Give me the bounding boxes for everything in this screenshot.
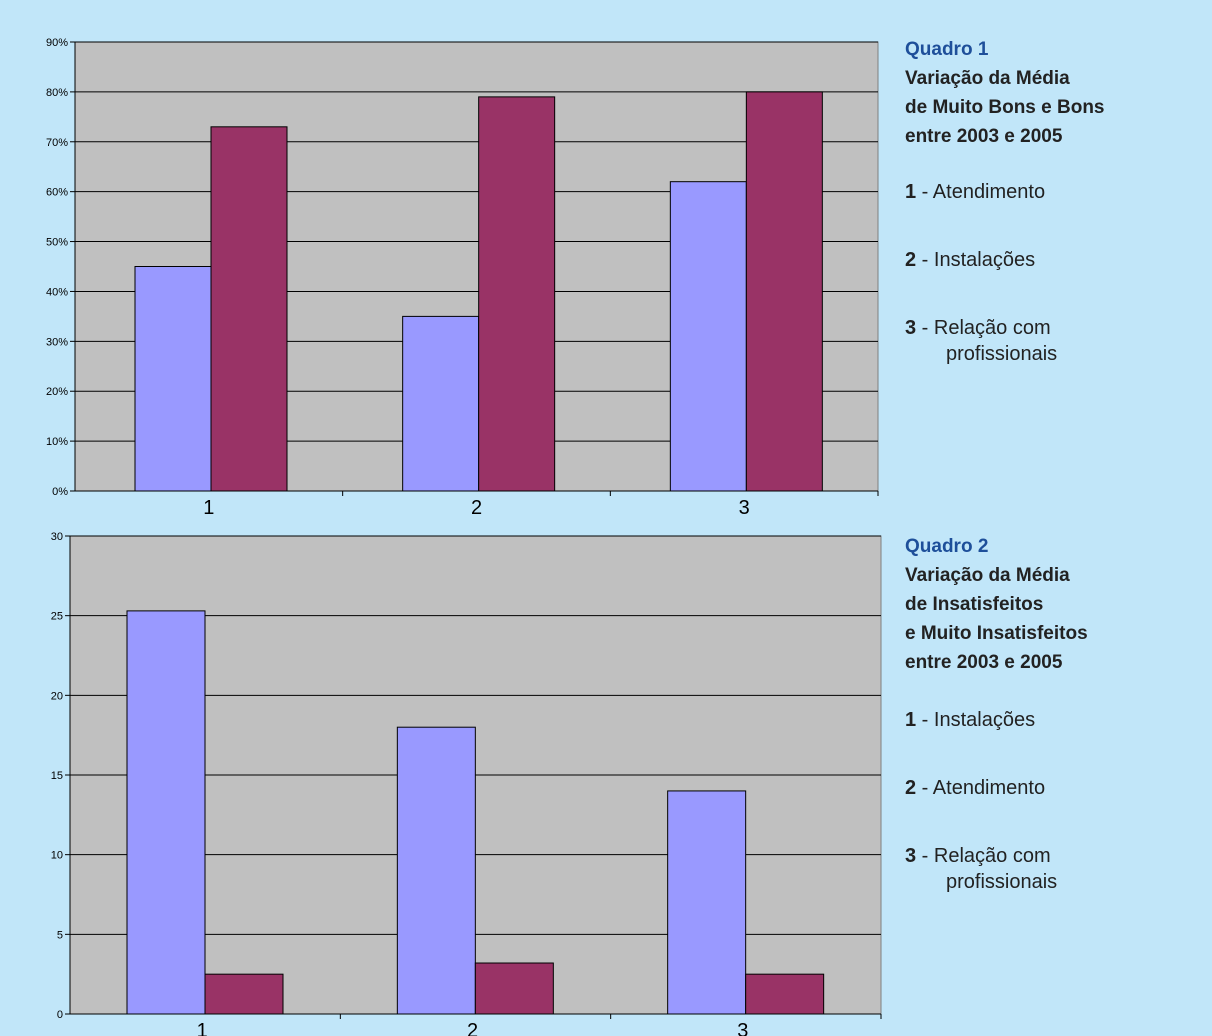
y-tick-label: 25	[51, 611, 63, 623]
y-tick-label: 70%	[46, 137, 68, 149]
legend-text: - Instalações	[916, 249, 1036, 271]
bar	[474, 962, 554, 1015]
chart-2: 0 5 10 15 20 25 30 1 2 3	[51, 531, 882, 1036]
caption-line: entre 2003 e 2005	[905, 652, 1063, 673]
x-tick-label: 1	[197, 1020, 208, 1036]
legend-text-cont: profissionais	[946, 343, 1058, 365]
caption-line: entre 2003 e 2005	[905, 126, 1063, 147]
legend-number: 3	[905, 845, 917, 867]
y-tick-label: 20%	[46, 386, 68, 398]
legend-text-cont: profissionais	[946, 871, 1058, 893]
y-tick-label: 0	[57, 1009, 63, 1021]
y-tick-label: 90%	[46, 37, 68, 49]
bar	[667, 790, 747, 1015]
caption-title: Quadro 1	[905, 39, 989, 60]
caption-line: de Insatisfeitos	[905, 594, 1044, 615]
y-tick-label: 20	[51, 690, 63, 702]
y-tick-label: 60%	[46, 187, 68, 199]
bar	[134, 266, 212, 492]
legend-number: 1	[905, 709, 917, 731]
y-tick-label: 80%	[46, 87, 68, 99]
legend-text: - Instalações	[916, 709, 1036, 731]
bar	[745, 973, 825, 1015]
chart-1: 0% 10% 20% 30% 40% 50% 60% 70% 80% 90% 1 2 3	[46, 37, 879, 518]
y-tick-label: 5	[57, 929, 63, 941]
legend-number: 2	[905, 777, 917, 799]
y-tick-label: 15	[51, 770, 63, 782]
legend-number: 1	[905, 181, 917, 203]
legend-item-1: 1 - Atendimento	[905, 179, 1205, 205]
bar	[478, 96, 556, 492]
x-tick-label: 1	[203, 497, 214, 518]
caption-quadro-1: Quadro 1 Variação da Média de Muito Bons…	[905, 35, 1205, 367]
legend-item-3: 3 - Relação com profissionais	[905, 315, 1205, 367]
y-tick-label: 10	[51, 850, 63, 862]
caption-line: Variação da Média	[905, 565, 1070, 586]
caption-line: e Muito Insatisfeitos	[905, 623, 1088, 644]
y-tick-label: 30	[51, 531, 63, 543]
y-tick-label: 10%	[46, 436, 68, 448]
bar	[402, 315, 480, 492]
y-tick-label: 50%	[46, 237, 68, 249]
legend-number: 2	[905, 249, 917, 271]
y-tick-label: 0%	[52, 486, 68, 498]
caption-quadro-2: Quadro 2 Variação da Média de Insatisfei…	[905, 532, 1205, 895]
x-tick-label: 3	[737, 1020, 748, 1036]
caption-line: Variação da Média	[905, 68, 1070, 89]
y-tick-label: 40%	[46, 286, 68, 298]
bar	[396, 726, 476, 1015]
legend-item-2: 2 - Atendimento	[905, 775, 1205, 801]
legend-number: 3	[905, 317, 917, 339]
x-tick-label: 3	[739, 497, 750, 518]
legend-text: - Relação com	[916, 845, 1051, 867]
legend-text: - Atendimento	[916, 777, 1046, 799]
legend-text: - Atendimento	[916, 181, 1046, 203]
bar	[204, 973, 284, 1015]
legend-item-3: 3 - Relação com profissionais	[905, 843, 1205, 895]
bar	[745, 91, 823, 492]
x-tick-label: 2	[471, 497, 482, 518]
legend-item-1: 1 - Instalações	[905, 707, 1205, 733]
legend-text: - Relação com	[916, 317, 1051, 339]
y-tick-label: 30%	[46, 336, 68, 348]
caption-line: de Muito Bons e Bons	[905, 97, 1105, 118]
legend-item-2: 2 - Instalações	[905, 247, 1205, 273]
bar	[126, 610, 206, 1015]
caption-title: Quadro 2	[905, 536, 989, 557]
x-tick-label: 2	[467, 1020, 478, 1036]
bar	[210, 126, 288, 492]
bar	[669, 181, 747, 492]
